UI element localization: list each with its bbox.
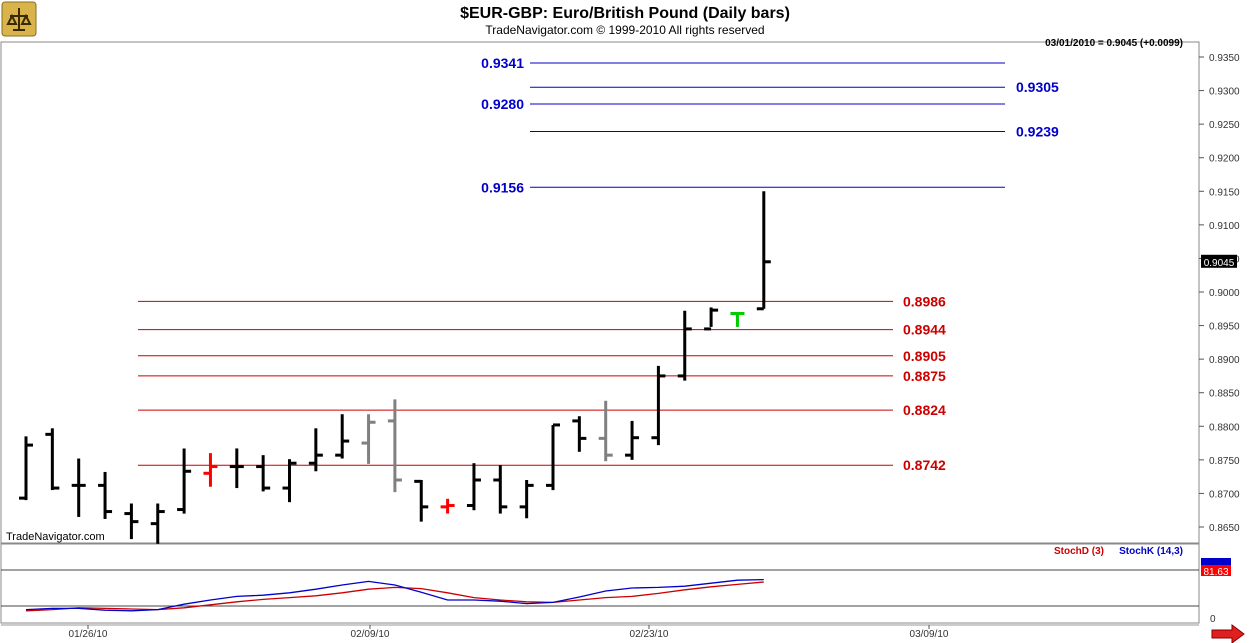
price-bar [45, 428, 60, 491]
price-bar [440, 498, 455, 514]
price-bar [203, 453, 218, 487]
copyright-text: TradeNavigator.com © 1999-2010 All right… [485, 23, 764, 37]
price-axis[interactable]: 0.9350 0.9300 0.9250 0.9200 0.9150 0.9100 0.90… [1199, 53, 1240, 534]
level-label: 0.8986 [903, 293, 946, 309]
price-bar [361, 414, 376, 464]
stoch-line [25, 578, 764, 612]
price-bar [625, 420, 640, 460]
price-bar [150, 503, 165, 544]
price-bar [124, 503, 139, 540]
date-tick-label: 02/23/10 [630, 629, 669, 640]
stochk-legend: StochK (14,3) [1119, 546, 1183, 557]
chart-title: $EUR-GBP: Euro/British Pound (Daily bars… [460, 5, 790, 22]
price-bar [308, 428, 323, 472]
price-tick-label: 0.9250 [1209, 120, 1240, 131]
price-bar [71, 458, 86, 517]
last-quote-readout: 03/01/2010 = 0.9045 (+0.0099) [1045, 38, 1183, 49]
level-label: 0.9305 [1016, 79, 1059, 95]
price-tick-label: 0.8650 [1209, 523, 1240, 534]
price-bar [282, 459, 297, 503]
level-label: 0.8875 [903, 368, 946, 384]
date-tick-label: 01/26/10 [69, 629, 108, 640]
price-tick-label: 0.9150 [1209, 187, 1240, 198]
price-bar [19, 436, 33, 501]
price-bar [177, 448, 192, 514]
price-bar [493, 465, 508, 514]
price-tick-label: 0.8700 [1209, 489, 1240, 500]
price-bar [651, 365, 666, 446]
price-bar [704, 307, 719, 331]
price-bar [98, 471, 113, 519]
stoch-axis-zero: 0 [1210, 614, 1216, 625]
price-tick-label: 0.9100 [1209, 221, 1240, 232]
last-price-label: 0.9045 [1204, 258, 1235, 269]
price-tick-label: 0.9000 [1209, 288, 1240, 299]
level-label: 0.8742 [903, 457, 946, 473]
date-axis[interactable]: 01/26/10 02/09/10 02/23/10 03/09/10 [69, 625, 949, 640]
price-tick-label: 0.8800 [1209, 422, 1240, 433]
price-bars [19, 191, 771, 544]
level-label: 0.9239 [1016, 124, 1059, 140]
watermark-text: TradeNavigator.com [6, 531, 105, 543]
price-tick-label: 0.9350 [1209, 53, 1240, 64]
price-tick-label: 0.8900 [1209, 355, 1240, 366]
stochastic-panel [0, 543, 1200, 624]
price-bar [572, 416, 587, 452]
price-bar [519, 480, 534, 519]
price-bar [256, 455, 271, 492]
stoch-value-tag: 81.63 [1201, 558, 1231, 578]
price-tick-label: 0.8750 [1209, 456, 1240, 467]
scroll-right-arrow-icon[interactable] [1211, 624, 1245, 643]
date-tick-label: 03/09/10 [910, 629, 949, 640]
price-bar [756, 191, 771, 311]
level-label: 0.9341 [481, 55, 524, 71]
level-label: 0.9280 [481, 96, 524, 112]
price-bar [414, 479, 429, 522]
level-label: 0.8944 [903, 322, 946, 338]
price-panel [0, 41, 1200, 544]
price-bar [546, 423, 560, 491]
price-bar [598, 400, 613, 462]
price-tick-label: 0.9200 [1209, 154, 1240, 165]
price-tick-label: 0.9300 [1209, 87, 1240, 98]
price-bar [387, 399, 402, 493]
level-label: 0.9156 [481, 179, 524, 195]
date-tick-label: 02/09/10 [351, 629, 390, 640]
trade-navigator-logo[interactable] [1, 1, 37, 37]
stoch-value-label: 81.63 [1203, 567, 1228, 578]
stochd-legend: StochD (3) [1054, 546, 1104, 557]
price-bar [229, 448, 244, 489]
price-bar [335, 414, 350, 459]
level-label: 0.8905 [903, 348, 946, 364]
fibonacci-levels: 0.9341 0.9305 0.9280 0.9239 0.9156 0.8986 0.89… [138, 55, 1059, 473]
price-tick-label: 0.8950 [1209, 322, 1240, 333]
price-bar [730, 311, 745, 327]
price-bar [677, 310, 692, 381]
price-bar [466, 463, 481, 511]
last-price-tag: 0.9045 [1201, 254, 1237, 269]
level-label: 0.8824 [903, 402, 946, 418]
price-tick-label: 0.8850 [1209, 389, 1240, 400]
stochastic-lines [1, 569, 1199, 612]
